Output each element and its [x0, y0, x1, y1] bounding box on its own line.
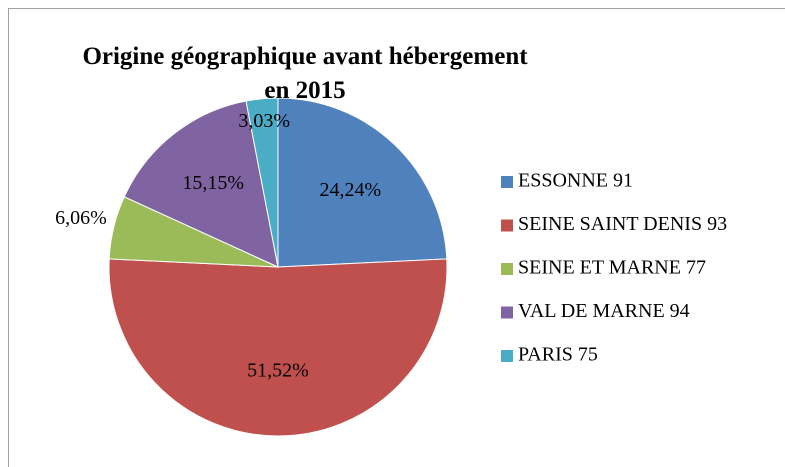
legend-label: VAL DE MARNE 94 [518, 300, 690, 322]
pie-slice [245, 97, 279, 268]
data-label: 15,15% [182, 172, 244, 194]
pie-slice [108, 258, 448, 437]
legend-label: ESSONNE 91 [518, 170, 633, 192]
chart-title: Origine géographique avant hébergement e… [82, 43, 528, 104]
legend-swatch [501, 176, 513, 188]
pie-slice [123, 100, 279, 268]
data-label: 51,52% [247, 359, 309, 381]
legend-swatch [501, 263, 513, 275]
legend-label: SEINE SAINT DENIS 93 [518, 213, 727, 235]
pie-slice [277, 97, 448, 268]
data-label: 24,24% [319, 179, 381, 201]
data-label: 3,03% [238, 110, 290, 132]
legend-swatch [501, 350, 513, 362]
legend-label: SEINE ET MARNE 77 [518, 257, 706, 279]
legend-swatch [501, 306, 513, 319]
legend-swatch [501, 219, 513, 232]
data-label: 6,06% [55, 207, 107, 229]
legend-label: PARIS 75 [518, 344, 598, 366]
chart-frame [8, 8, 785, 467]
